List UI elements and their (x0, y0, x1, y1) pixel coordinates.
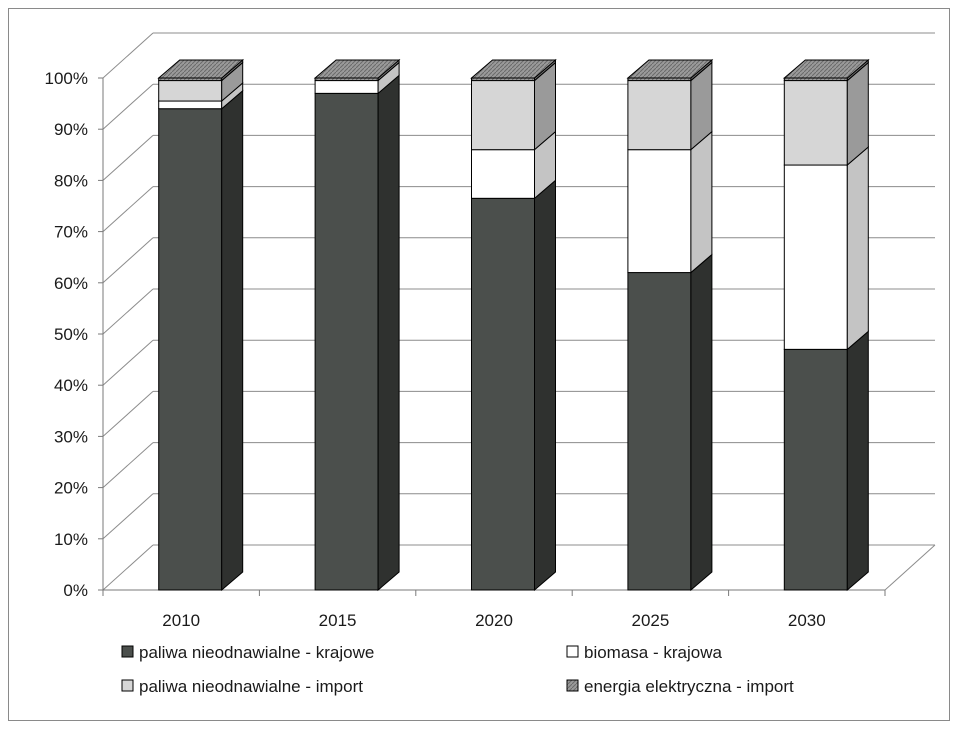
bar-stack-2030 (782, 58, 870, 592)
y-tick-label: 70% (54, 223, 88, 242)
bar-segment (158, 108, 223, 591)
x-tick-label: 2030 (788, 611, 826, 630)
legend-label: biomasa - krajowa (584, 643, 722, 662)
bar-segment (783, 348, 848, 591)
gridline-diagonal (102, 339, 154, 386)
bar-segment-side (690, 253, 713, 592)
y-tick-label: 90% (54, 120, 88, 139)
bar-segment (627, 272, 692, 591)
bar-segment (471, 197, 535, 591)
gridline-diagonal (102, 83, 154, 130)
bar-segment (783, 164, 848, 350)
legend-label: energia elektryczna - import (584, 677, 794, 696)
legend-swatch (121, 645, 134, 658)
y-tick-label: 0% (63, 581, 88, 600)
legend-label: paliwa nieodnawialne - krajowe (139, 643, 374, 662)
y-tick-label: 60% (54, 274, 88, 293)
gridline-diagonal (102, 391, 154, 437)
x-tick-label: 2020 (475, 611, 513, 630)
legend: paliwa nieodnawialne - krajowe biomasa - … (121, 643, 794, 696)
gridline-diagonal (102, 544, 154, 591)
x-tick-label: 2025 (631, 611, 669, 630)
bar-segment (627, 80, 692, 151)
legend-swatch (566, 679, 579, 692)
bar-segment-side (221, 89, 244, 592)
gridline-diagonal (102, 237, 154, 284)
gridline-diagonal (102, 442, 154, 488)
bar-segment (783, 80, 848, 166)
bar-top (470, 59, 557, 79)
x-tick-labels: 2010 2015 2020 2025 2030 (162, 611, 825, 630)
y-tick-label: 10% (54, 530, 88, 549)
bar-top (157, 59, 245, 79)
x-tick-label: 2010 (162, 611, 200, 630)
legend-label: paliwa nieodnawialne - import (139, 677, 363, 696)
gridline-diagonal (102, 288, 154, 335)
bar-segment (158, 80, 223, 102)
y-tick-label: 50% (54, 325, 88, 344)
bar-segment (314, 80, 379, 94)
gridline-diagonal (102, 186, 154, 232)
bar-segment-side (690, 130, 713, 274)
bar-stack-2010 (157, 58, 245, 592)
y-tick-labels: 0% 10% 20% 30% 40% 50% 60% 70% 80% 90% 100% (45, 69, 88, 600)
bar-segment (471, 149, 535, 199)
y-tick-label: 100% (45, 69, 88, 88)
legend-swatch (566, 645, 579, 658)
gridline-diagonal (102, 493, 154, 540)
bar-segment-side (534, 179, 556, 592)
gridline-diagonal (102, 32, 154, 79)
bars (157, 58, 870, 592)
y-tick-label: 30% (54, 427, 88, 446)
y-tick-label: 40% (54, 376, 88, 395)
bar-stack-2025 (626, 58, 714, 592)
bar-segment (158, 100, 223, 110)
bar-top (626, 59, 714, 79)
bar-segment (627, 149, 692, 274)
y-tick-label: 80% (54, 171, 88, 190)
bar-segment-side (846, 330, 869, 592)
bar-segment (314, 92, 379, 591)
bar-top (782, 59, 870, 79)
gridline-diagonal (102, 135, 154, 181)
bar-stack-2020 (470, 58, 557, 592)
bar-segment-side (846, 145, 869, 351)
bar-top (313, 59, 401, 79)
bar-segment (471, 80, 535, 151)
x-tick-label: 2015 (319, 611, 357, 630)
bar-stack-2015 (313, 58, 401, 592)
legend-swatch (121, 679, 134, 692)
bar-segment-side (377, 74, 400, 592)
floor-right-edge (884, 544, 936, 591)
y-tick-label: 20% (54, 479, 88, 498)
